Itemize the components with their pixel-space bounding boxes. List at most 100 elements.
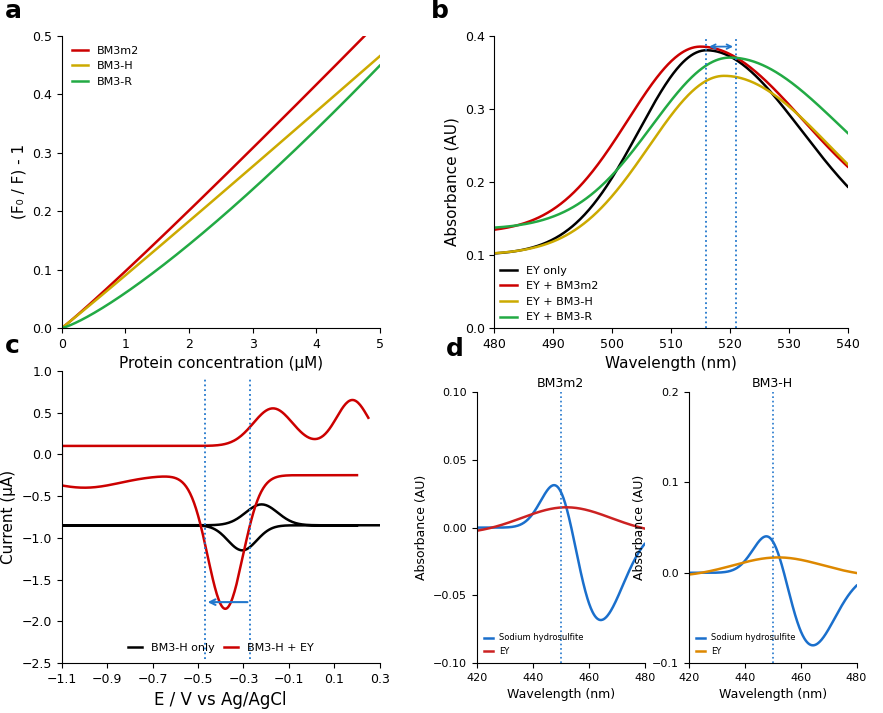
EY only [489,249,500,257]
Sodium hydrosulfite [549,481,560,489]
Sodium hydrosulfite [472,523,482,532]
BM3-R [94,305,105,314]
Text: a: a [4,0,21,23]
EY [577,505,588,513]
BM3m2 [57,324,67,332]
Text: d: d [446,337,464,361]
Y-axis label: Current (μA): Current (μA) [1,470,16,564]
BM3-H [374,52,385,61]
Text: c: c [4,334,19,358]
BM3-H [57,324,67,332]
EY + BM3m2 [713,45,723,53]
EY + BM3-H [712,73,722,81]
Sodium hydrosulfite [577,577,588,585]
EY + BM3-R [532,217,542,226]
EY [472,526,482,535]
EY + BM3-H [629,163,639,172]
Sodium hydrosulfite [538,492,548,501]
BM3-R [183,241,193,250]
BM3m2 [256,135,267,143]
Sodium hydrosulfite [594,615,605,624]
Legend: Sodium hydrosulfite, EY: Sodium hydrosulfite, EY [693,630,799,659]
EY + BM3-H [604,195,615,203]
Line: Sodium hydrosulfite: Sodium hydrosulfite [477,485,645,620]
Text: b: b [431,0,449,23]
EY [750,555,760,564]
EY + BM3-R [725,53,736,62]
EY + BM3m2 [747,64,758,73]
EY [492,522,502,530]
Sodium hydrosulfite [805,640,816,649]
EY [561,503,571,512]
Line: EY: EY [477,508,645,530]
Y-axis label: Absorbance (AU): Absorbance (AU) [414,475,427,580]
BM3m2 [94,290,105,299]
EY [593,509,604,518]
EY [538,506,548,515]
BM3-H [286,129,297,138]
Line: BM3-H: BM3-H [62,56,380,328]
Legend: Sodium hydrosulfite, EY: Sodium hydrosulfite, EY [481,630,587,659]
EY [773,553,783,562]
Title: BM3-H: BM3-H [752,376,793,389]
BM3-H [160,237,170,246]
BM3-H [288,128,298,136]
Y-axis label: Absorbance (AU): Absorbance (AU) [444,118,459,246]
BM3m2 [183,207,193,216]
EY + BM3-H [747,78,758,86]
EY [806,558,817,566]
Y-axis label: Absorbance (AU): Absorbance (AU) [633,475,646,580]
EY only [532,242,542,250]
EY + BM3-H [745,77,756,86]
EY [704,567,714,575]
Line: EY + BM3-R: EY + BM3-R [494,58,848,227]
BM3-R [256,177,267,185]
Sodium hydrosulfite [492,523,502,532]
EY [683,570,694,579]
Sodium hydrosulfite [704,568,714,577]
BM3-H [94,292,105,301]
Sodium hydrosulfite [750,542,760,550]
EY + BM3-R [712,56,722,64]
EY [851,569,862,578]
EY only [604,178,615,186]
EY + BM3-H [842,160,853,168]
Sodium hydrosulfite [851,581,862,590]
EY [526,510,537,518]
Line: BM3m2: BM3m2 [62,21,380,328]
X-axis label: Wavelength (nm): Wavelength (nm) [605,356,737,371]
Sodium hydrosulfite [789,609,800,617]
EY + BM3-R [745,56,756,65]
BM3-R [57,324,67,332]
EY + BM3-R [842,129,853,138]
EY only [629,135,639,143]
EY + BM3-R [489,223,500,232]
BM3-R [286,149,297,158]
Sodium hydrosulfite [526,511,537,520]
BM3m2 [286,106,297,114]
Line: Sodium hydrosulfite: Sodium hydrosulfite [689,536,857,645]
EY + BM3m2 [842,163,853,171]
EY [738,558,749,567]
EY + BM3m2 [696,42,706,51]
EY [805,558,816,566]
EY + BM3m2 [489,225,500,234]
EY + BM3-R [747,57,758,66]
Sodium hydrosulfite [761,532,772,540]
Sodium hydrosulfite [683,568,694,577]
EY only [842,183,853,191]
Y-axis label: (F₀ / F) - 1: (F₀ / F) - 1 [11,144,26,220]
EY [594,509,605,518]
X-axis label: Protein concentration (μM): Protein concentration (μM) [118,356,323,371]
EY + BM3-R [604,173,615,182]
X-axis label: E / V vs Ag/AgCl: E / V vs Ag/AgCl [155,692,287,709]
EY only [713,47,723,56]
BM3-R [374,61,385,70]
BM3-R [160,259,170,267]
Legend: EY only, EY + BM3m2, EY + BM3-H, EY + BM3-R: EY only, EY + BM3m2, EY + BM3-H, EY + BM… [500,266,598,322]
Sodium hydrosulfite [806,641,817,650]
EY + BM3m2 [604,144,615,153]
EY [639,524,650,533]
EY only [747,68,758,77]
EY + BM3m2 [745,63,756,72]
